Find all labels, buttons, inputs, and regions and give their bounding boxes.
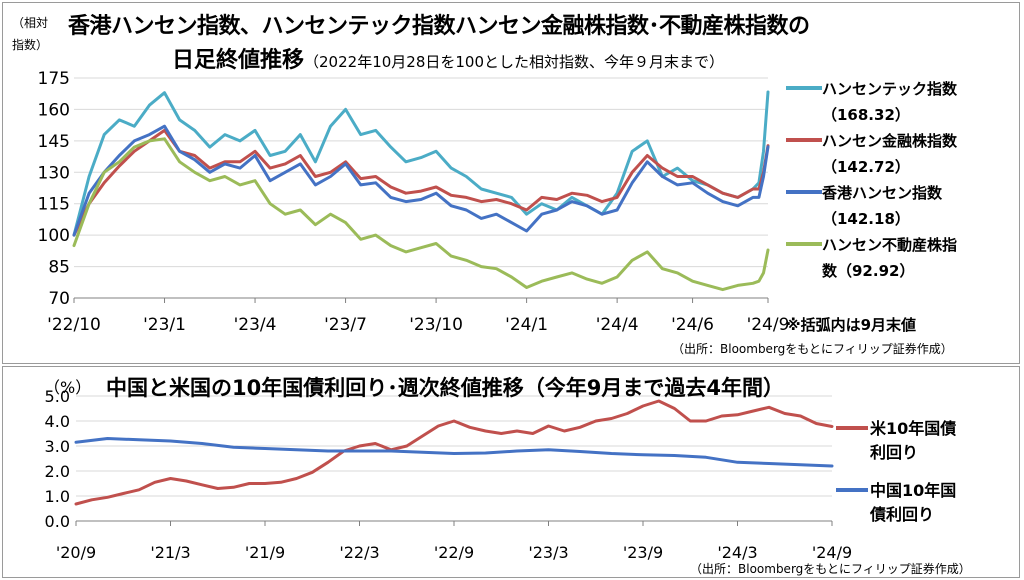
x-tick-label: '23/1 <box>143 315 186 335</box>
x-tick-label: '21/3 <box>150 543 190 562</box>
y-tick-label: 4.0 <box>45 412 70 431</box>
top-y-unit-line2: 指数） <box>11 38 48 52</box>
top-chart-subtitle-note: （2022年10月28日を100とした相対指数、今年９月末まで） <box>304 53 724 71</box>
legend-label: 数（92.92） <box>822 262 914 280</box>
legend-label: 債利回り <box>869 505 934 524</box>
legend-label: ハンセンテック指数 <box>822 80 958 98</box>
bottom-y-axis-unit: （%） <box>44 378 92 397</box>
y-tick-label: 0.0 <box>45 512 70 531</box>
series-line-1 <box>74 399 834 506</box>
y-tick-label: 130 <box>38 163 70 183</box>
y-tick-label: 5.0 <box>45 387 70 406</box>
y-tick-label: 85 <box>48 258 70 278</box>
top-chart-source: （出所：Bloombergをもとにフィリップ証券作成） <box>672 342 953 356</box>
x-tick-label: '24/9 <box>747 315 790 335</box>
legend-label: 米10年国債 <box>870 419 956 438</box>
y-tick-label: 2.0 <box>45 462 70 481</box>
legend-label: （142.18） <box>822 210 910 228</box>
legend-label: （168.32） <box>822 106 910 124</box>
x-tick-label: '22/3 <box>339 543 379 562</box>
x-tick-label: '23/9 <box>623 543 663 562</box>
y-tick-label: 100 <box>38 226 70 246</box>
top-y-axis-unit: （相対指数） <box>8 12 52 56</box>
bottom-chart-title: 中国と米国の10年国債利回り･週次終値推移（今年9月まで過去4年間） <box>106 376 784 400</box>
legend-label: （142.72） <box>822 158 910 176</box>
top-chart-subtitle-main: 日足終値推移 <box>172 48 305 73</box>
y-tick-label: 145 <box>38 132 70 152</box>
bottom-chart-panel <box>2 366 1020 578</box>
bottom-chart-source: （出所：Bloombergをもとにフィリップ証券作成） <box>690 562 971 576</box>
top-chart-title: 香港ハンセン指数、ハンセンテック指数ハンセン金融株指数･不動産株指数の <box>68 14 810 39</box>
top-y-unit-line1: （相対 <box>11 16 48 30</box>
series-line-4 <box>72 137 770 292</box>
x-tick-label: '23/3 <box>528 543 568 562</box>
legend-label: 香港ハンセン指数 <box>822 184 943 202</box>
series-line-1 <box>72 90 770 237</box>
y-tick-label: 1.0 <box>45 487 70 506</box>
x-tick-label: '24/4 <box>596 315 639 335</box>
x-tick-label: '21/9 <box>245 543 285 562</box>
top-chart-subtitle: 日足終値推移（2022年10月28日を100とした相対指数、今年９月末まで） <box>172 42 724 74</box>
legend-label: ハンセン不動産株指 <box>822 236 957 254</box>
x-tick-label: '24/9 <box>812 543 852 562</box>
series-line-3 <box>72 124 770 237</box>
x-tick-label: '24/1 <box>505 315 548 335</box>
x-tick-label: '22/9 <box>434 543 474 562</box>
x-tick-label: '23/4 <box>234 315 277 335</box>
x-tick-label: '22/10 <box>47 315 101 335</box>
y-tick-label: 175 <box>38 69 70 89</box>
legend-label: 利回り <box>870 443 918 462</box>
x-tick-label: '23/7 <box>324 315 367 335</box>
legend-label: 中国10年国 <box>870 481 956 500</box>
top-chart-note: ※括弧内は9月末値 <box>786 316 917 334</box>
y-tick-label: 115 <box>38 195 70 215</box>
y-tick-label: 160 <box>38 100 70 120</box>
series-line-2 <box>72 128 770 237</box>
y-tick-label: 70 <box>48 289 70 309</box>
y-tick-label: 3.0 <box>45 437 70 456</box>
x-tick-label: '24/3 <box>717 543 757 562</box>
legend-label: ハンセン金融株指数 <box>822 132 958 150</box>
x-tick-label: '23/10 <box>409 315 463 335</box>
x-tick-label: '24/6 <box>671 315 714 335</box>
top-chart-panel <box>2 2 1020 364</box>
x-tick-label: '20/9 <box>56 543 96 562</box>
series-line-2 <box>74 437 834 468</box>
